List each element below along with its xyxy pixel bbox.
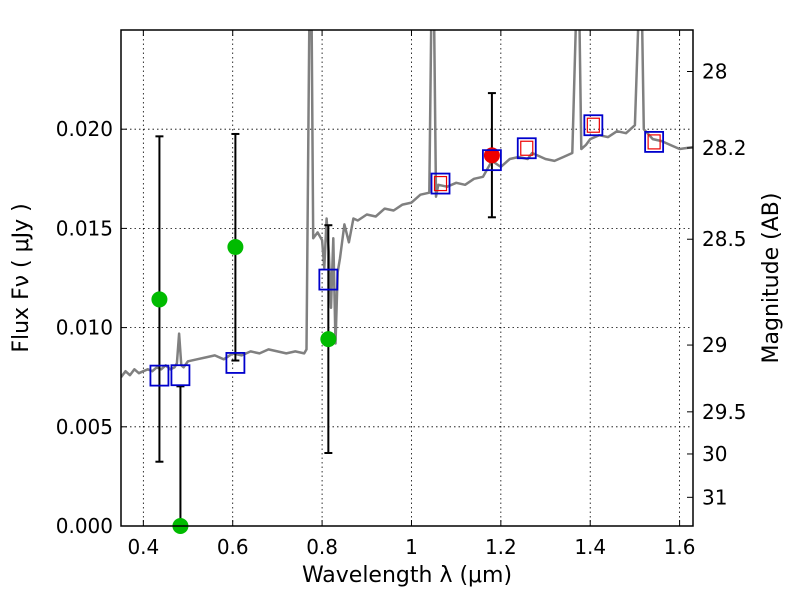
model-photometry-red-square (586, 117, 600, 133)
model-photometry-square (430, 172, 451, 195)
x-tick-label: 1.6 (664, 535, 696, 559)
error-bars (155, 92, 496, 527)
x-tick-label: 0.4 (127, 535, 159, 559)
model-sed-line (121, 30, 693, 378)
mag-tick-label: 29.5 (702, 400, 747, 424)
model-photometry-square (149, 364, 170, 387)
model-photometry-red-square (647, 134, 661, 150)
data-points (149, 114, 665, 534)
right-axis-label: Magnitude (AB) (759, 193, 784, 364)
y-axis-label: Flux Fν ( μJy ) (9, 203, 34, 352)
mag-tick-label: 30 (702, 442, 727, 466)
plot-frame (120, 29, 694, 527)
y-tick-label: 0.010 (56, 316, 113, 340)
mag-tick-label: 28 (702, 59, 727, 83)
model-photometry-square (482, 149, 502, 172)
x-axis-label: Wavelength λ (μm) (302, 563, 512, 588)
model-photometry-square (170, 364, 191, 387)
observed-point (320, 331, 337, 348)
mag-tick-label: 31 (702, 485, 727, 509)
mag-tick-label: 29 (702, 333, 727, 357)
series-lines (121, 30, 693, 378)
detection-point (483, 147, 500, 164)
observed-point (151, 291, 168, 308)
model-photometry-square (644, 130, 665, 153)
grid (121, 30, 693, 526)
model-photometry-square (318, 268, 339, 291)
x-tick-label: 1.2 (485, 535, 517, 559)
model-photometry-square (225, 352, 246, 374)
model-photometry-square (583, 114, 604, 137)
mag-tick-label: 28.2 (702, 136, 747, 160)
model-photometry-red-square (520, 140, 534, 156)
mag-tick-label: 28.5 (702, 227, 747, 251)
y-tick-label: 0.020 (56, 117, 113, 141)
x-tick-label: 0.8 (306, 535, 338, 559)
y-tick-label: 0.005 (56, 415, 113, 439)
x-tick-label: 0.6 (217, 535, 249, 559)
y-tick-label: 0.000 (56, 514, 113, 538)
x-tick-label: 1 (405, 535, 418, 559)
model-photometry-square (516, 137, 537, 160)
y-tick-label: 0.015 (56, 216, 113, 240)
model-photometry-red-square (433, 175, 448, 192)
observed-point (227, 239, 244, 256)
axis-ticks: 0.4 0.6 0.8 1 1.2 1.4 1.6 0.000 0.005 0.010 0.015 0… (56, 30, 747, 559)
x-tick-label: 1.4 (574, 535, 606, 559)
